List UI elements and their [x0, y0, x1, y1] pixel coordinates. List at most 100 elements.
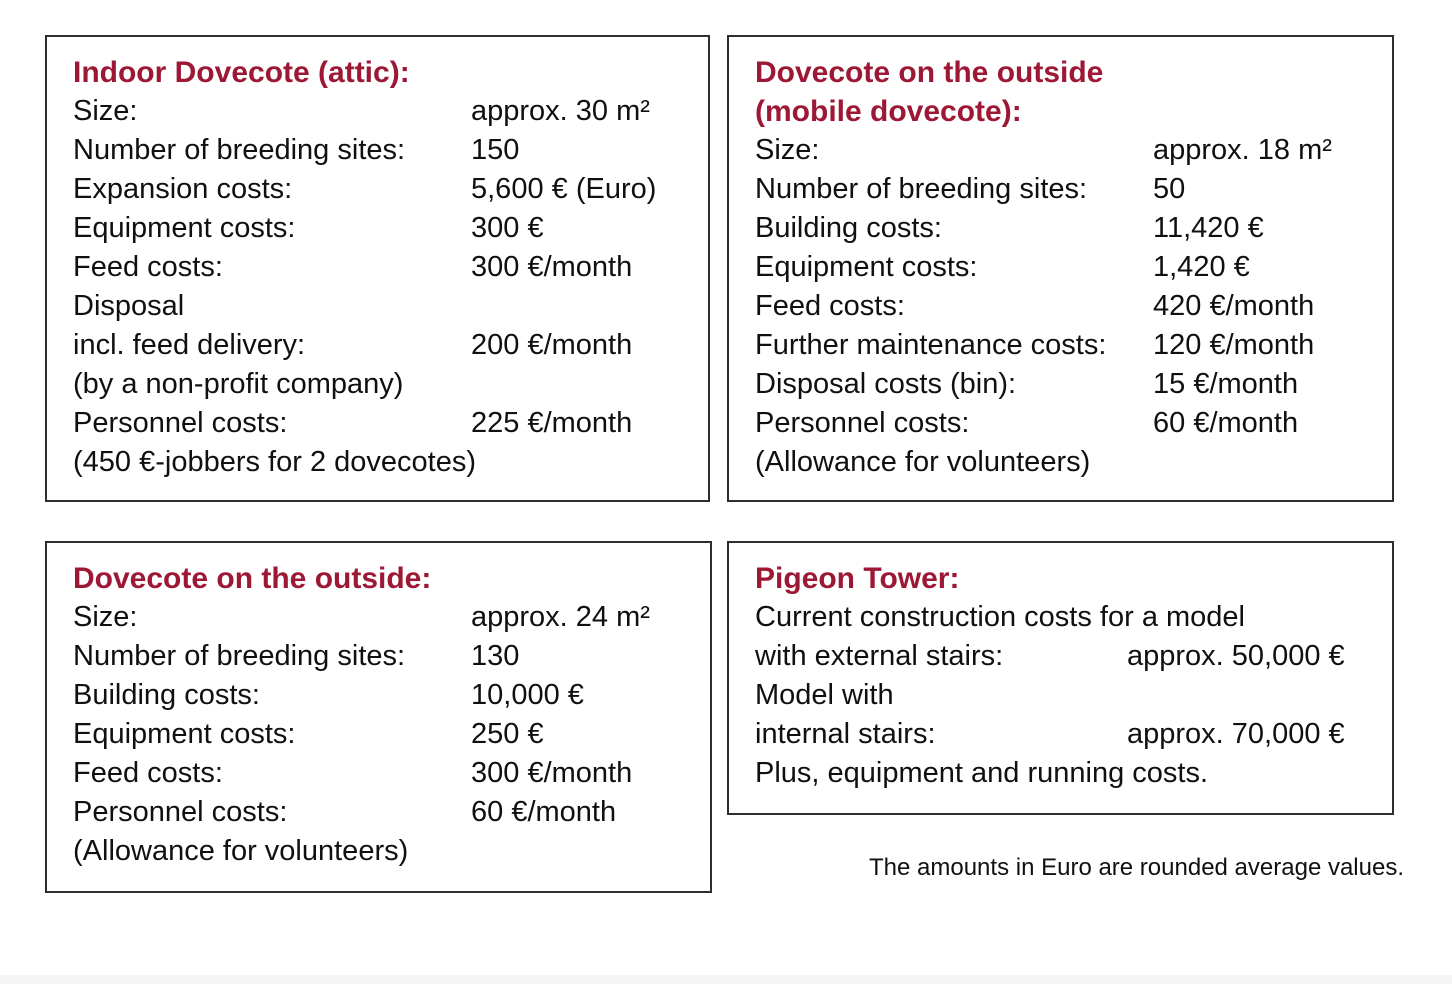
- row-label: Feed costs:: [73, 251, 223, 283]
- row-value: 11,420 €: [1153, 212, 1264, 244]
- row-value: 60 €/month: [1153, 407, 1299, 439]
- row-label: (Allowance for volunteers): [73, 835, 409, 867]
- row-label: (450 €-jobbers for 2 dovecotes): [73, 446, 476, 478]
- cost-row: Number of breeding sites: 150: [73, 131, 684, 170]
- row-label: Equipment costs:: [73, 718, 296, 750]
- row-value: 15 €/month: [1153, 368, 1299, 400]
- row-value: 250 €: [471, 718, 544, 750]
- row-value: 300 €/month: [471, 251, 633, 283]
- row-label: Number of breeding sites:: [73, 640, 406, 672]
- box-title: Indoor Dovecote (attic):: [73, 53, 684, 92]
- cost-row: (Allowance for volunteers): [73, 832, 686, 871]
- box-title-line: (mobile dovecote):: [755, 95, 1022, 128]
- row-label: Disposal costs (bin):: [755, 368, 1017, 400]
- cost-row: Size: approx. 18 m²: [755, 131, 1368, 170]
- row-label: Building costs:: [755, 212, 942, 244]
- info-box-indoor-dovecote-attic: Indoor Dovecote (attic): Size: approx. 30…: [45, 35, 710, 502]
- cost-row: Size: approx. 24 m²: [73, 598, 686, 637]
- row-label: Personnel costs:: [73, 407, 288, 439]
- box-title: Dovecote on the outside:: [73, 559, 686, 598]
- row-value: 150: [471, 134, 520, 166]
- row-value: approx. 70,000 €: [1127, 718, 1345, 750]
- box-title-line: Dovecote on the outside:: [73, 562, 432, 595]
- box-title-line: Pigeon Tower:: [755, 562, 960, 595]
- row-label: Personnel costs:: [73, 796, 288, 828]
- box-title: Pigeon Tower:: [755, 559, 1368, 598]
- row-label: internal stairs:: [755, 718, 936, 750]
- row-value: 420 €/month: [1153, 290, 1315, 322]
- cost-row: Feed costs: 420 €/month: [755, 287, 1368, 326]
- row-label: Building costs:: [73, 679, 260, 711]
- row-label: Number of breeding sites:: [73, 134, 406, 166]
- box-rows: Size: approx. 18 m² Number of breeding sit…: [755, 131, 1368, 482]
- row-value: 1,420 €: [1153, 251, 1250, 283]
- row-value: 60 €/month: [471, 796, 617, 828]
- row-value: approx. 30 m²: [471, 95, 650, 127]
- cost-row: incl. feed delivery: 200 €/month: [73, 326, 684, 365]
- box-rows: Current construction costs for a model wi…: [755, 598, 1368, 793]
- info-box-dovecote-outside-mobile: Dovecote on the outside (mobile dovecote)…: [727, 35, 1394, 502]
- cost-row: Personnel costs: 60 €/month: [755, 404, 1368, 443]
- row-value: 225 €/month: [471, 407, 633, 439]
- row-label: Model with: [755, 679, 894, 711]
- cost-row: Number of breeding sites: 130: [73, 637, 686, 676]
- cost-row: Current construction costs for a model: [755, 598, 1368, 637]
- cost-row: internal stairs: approx. 70,000 €: [755, 715, 1368, 754]
- cost-row: Feed costs: 300 €/month: [73, 248, 684, 287]
- row-label: (by a non-profit company): [73, 368, 404, 400]
- row-label: Equipment costs:: [755, 251, 978, 283]
- row-label: with external stairs:: [755, 640, 1004, 672]
- cost-row: Model with: [755, 676, 1368, 715]
- row-label: Number of breeding sites:: [755, 173, 1088, 205]
- cost-row: Plus, equipment and running costs.: [755, 754, 1368, 793]
- row-label: Feed costs:: [73, 757, 223, 789]
- cost-row: with external stairs: approx. 50,000 €: [755, 637, 1368, 676]
- row-label: Feed costs:: [755, 290, 905, 322]
- cost-row: Expansion costs: 5,600 € (Euro): [73, 170, 684, 209]
- row-value: 5,600 € (Euro): [471, 173, 657, 205]
- cost-row: Size: approx. 30 m²: [73, 92, 684, 131]
- row-value: 200 €/month: [471, 329, 633, 361]
- cost-row: Personnel costs: 60 €/month: [73, 793, 686, 832]
- row-label: Size:: [73, 601, 138, 633]
- cost-row: Personnel costs: 225 €/month: [73, 404, 684, 443]
- cost-row: Equipment costs: 1,420 €: [755, 248, 1368, 287]
- cost-row: Feed costs: 300 €/month: [73, 754, 686, 793]
- cost-row: Disposal costs (bin): 15 €/month: [755, 365, 1368, 404]
- row-label: Size:: [73, 95, 138, 127]
- cost-row: Building costs: 11,420 €: [755, 209, 1368, 248]
- info-box-dovecote-outside: Dovecote on the outside: Size: approx. 24…: [45, 541, 712, 893]
- box-title-line: Indoor Dovecote (attic):: [73, 56, 410, 89]
- row-label: (Allowance for volunteers): [755, 446, 1091, 478]
- row-value: approx. 18 m²: [1153, 134, 1332, 166]
- row-value: 10,000 €: [471, 679, 584, 711]
- info-box-pigeon-tower: Pigeon Tower: Current construction costs…: [727, 541, 1394, 815]
- box-rows: Size: approx. 24 m² Number of breeding sit…: [73, 598, 686, 871]
- row-label: Expansion costs:: [73, 173, 293, 205]
- cost-row: Building costs: 10,000 €: [73, 676, 686, 715]
- row-value: approx. 50,000 €: [1127, 640, 1345, 672]
- cost-row: Equipment costs: 250 €: [73, 715, 686, 754]
- cost-row: Number of breeding sites: 50: [755, 170, 1368, 209]
- cost-row: (Allowance for volunteers): [755, 443, 1368, 482]
- footnote: The amounts in Euro are rounded average …: [869, 854, 1404, 881]
- bottom-strip: [0, 975, 1452, 984]
- row-label: Current construction costs for a model: [755, 601, 1245, 633]
- row-value: 120 €/month: [1153, 329, 1315, 361]
- row-label: Further maintenance costs:: [755, 329, 1107, 361]
- row-value: approx. 24 m²: [471, 601, 650, 633]
- row-label: Disposal: [73, 290, 185, 322]
- row-label: Size:: [755, 134, 820, 166]
- cost-row: Equipment costs: 300 €: [73, 209, 684, 248]
- cost-row: Disposal: [73, 287, 684, 326]
- box-title-line: Dovecote on the outside: [755, 56, 1104, 89]
- cost-row: (by a non-profit company): [73, 365, 684, 404]
- box-rows: Size: approx. 30 m² Number of breeding sit…: [73, 92, 684, 482]
- cost-row: (450 €-jobbers for 2 dovecotes): [73, 443, 684, 482]
- row-label: Equipment costs:: [73, 212, 296, 244]
- row-value: 130: [471, 640, 520, 672]
- row-label: Personnel costs:: [755, 407, 970, 439]
- row-value: 300 €: [471, 212, 544, 244]
- row-label: incl. feed delivery:: [73, 329, 306, 361]
- row-value: 300 €/month: [471, 757, 633, 789]
